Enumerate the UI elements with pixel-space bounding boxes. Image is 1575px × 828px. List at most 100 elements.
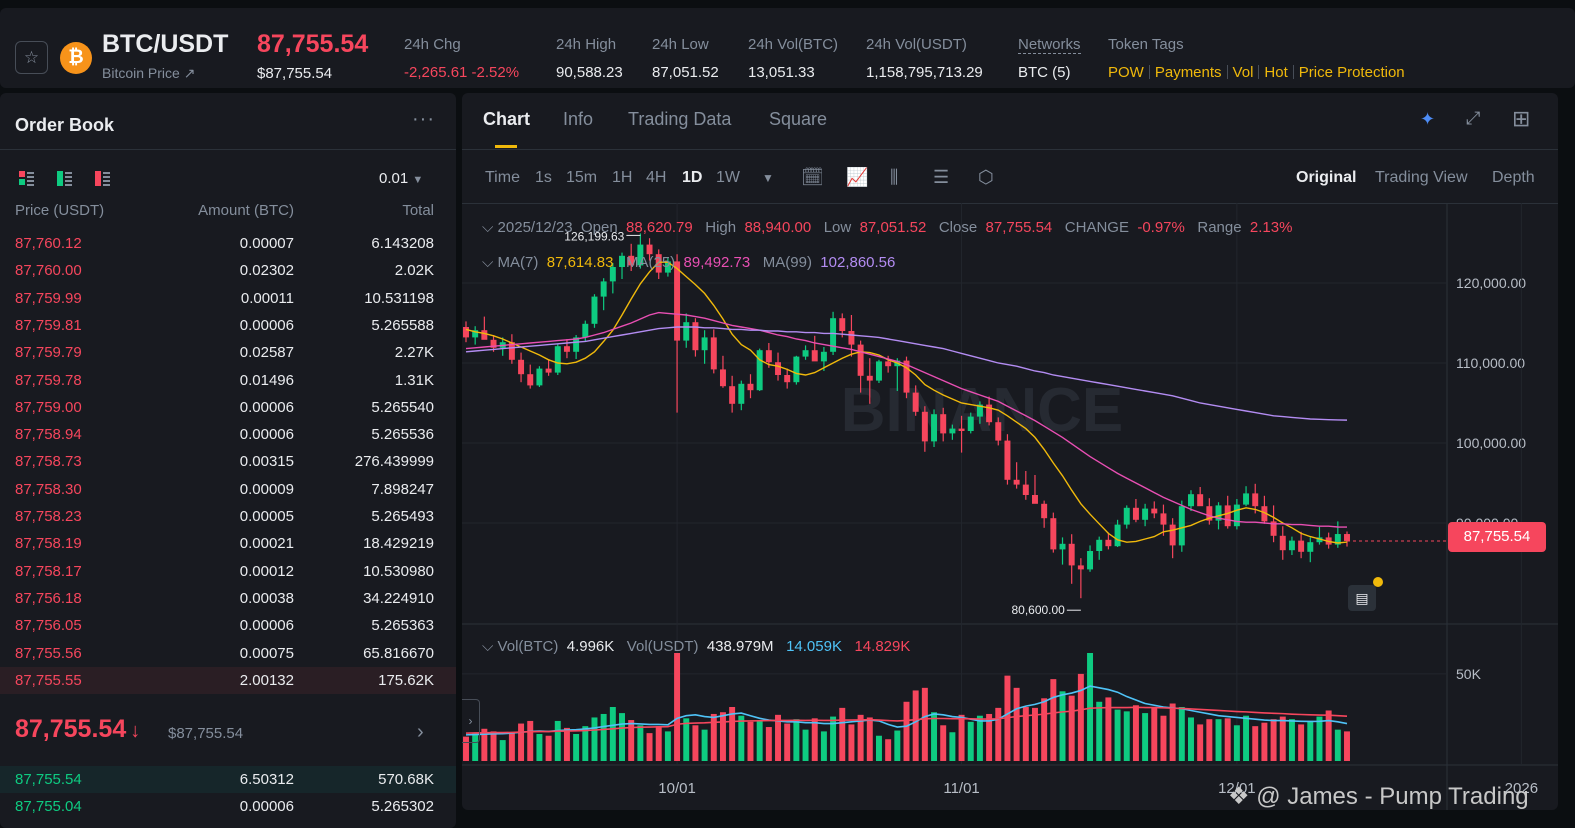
- view-asks-icon[interactable]: [95, 171, 110, 186]
- tab-chart[interactable]: Chart: [483, 109, 531, 129]
- ask-row[interactable]: 87,759.81 0.00006 5.265588: [0, 312, 456, 339]
- volume-bar: [683, 718, 690, 761]
- ask-row[interactable]: 87,758.19 0.00021 18.429219: [0, 530, 456, 557]
- candle-body: [921, 411, 928, 442]
- timeframe-1h[interactable]: 1H: [612, 169, 633, 186]
- tag-price-protection[interactable]: Price Protection: [1298, 64, 1405, 81]
- candle-body: [738, 383, 745, 404]
- ask-total: 2.27K: [394, 344, 434, 362]
- ask-row[interactable]: 87,759.00 0.00006 5.265540: [0, 394, 456, 421]
- ask-row[interactable]: 87,758.73 0.00315 276.439999: [0, 448, 456, 475]
- volume-bar: [1215, 719, 1222, 761]
- volume-bar: [1261, 722, 1268, 761]
- tab-trading-data[interactable]: Trading Data: [628, 109, 732, 129]
- stat-label: 24h Low: [652, 36, 709, 53]
- ask-total: 10.530980: [363, 562, 434, 580]
- ask-row[interactable]: 87,760.00 0.02302 2.02K: [0, 257, 456, 284]
- tag-vol[interactable]: Vol: [1232, 64, 1254, 81]
- vol-tick-label: 50K: [1456, 666, 1482, 682]
- coin-price-link[interactable]: Bitcoin Price ↗: [102, 65, 195, 82]
- price-chart[interactable]: BINANCE120,000.00110,000.00100,000.0090,…: [462, 93, 1558, 810]
- stat-value: 90,588.23: [556, 64, 623, 81]
- indicator-chart-icon[interactable]: 📈: [846, 167, 869, 187]
- candle-body: [600, 281, 607, 297]
- ask-price: 87,756.05: [15, 617, 82, 635]
- chevron-down-icon[interactable]: ⌵: [482, 638, 494, 655]
- volume-bar: [463, 736, 469, 761]
- timeframe-15m[interactable]: 15m: [566, 169, 598, 186]
- view-trading-view[interactable]: Trading View: [1375, 169, 1468, 186]
- ask-row[interactable]: 87,756.05 0.00006 5.265363: [0, 612, 456, 639]
- tag-pow[interactable]: POW: [1108, 64, 1144, 81]
- candle-body: [986, 404, 993, 423]
- bid-price: 87,755.04: [15, 798, 82, 816]
- timeframe-1s[interactable]: 1s: [535, 169, 552, 186]
- ask-amount: 0.00007: [239, 235, 294, 252]
- chevron-down-icon[interactable]: ⌵: [482, 254, 494, 271]
- timeframe-1d[interactable]: 1D: [682, 169, 703, 186]
- ask-row[interactable]: 87,756.18 0.00038 34.224910: [0, 585, 456, 612]
- tag-hot[interactable]: Hot: [1264, 64, 1288, 81]
- volume-bar: [582, 726, 589, 761]
- volume-bar: [894, 730, 901, 761]
- ma-line: [465, 261, 1348, 544]
- ask-row[interactable]: 87,755.56 0.00075 65.816670: [0, 640, 456, 667]
- calendar-icon[interactable]: 🗓: [801, 167, 824, 187]
- view-both-icon[interactable]: [19, 171, 34, 186]
- chevron-right-icon[interactable]: ›: [417, 721, 424, 743]
- ask-row[interactable]: 87,760.12 0.00007 6.143208: [0, 230, 456, 257]
- bid-row[interactable]: 87,755.04 0.00006 5.265302: [0, 793, 456, 820]
- ask-row[interactable]: 87,759.99 0.00011 10.531198: [0, 285, 456, 312]
- vol-ma-slow-value: 14.829K: [854, 638, 911, 655]
- view-bids-icon[interactable]: [57, 171, 72, 186]
- volume-bar: [1178, 707, 1185, 761]
- timeframe-dropdown-icon[interactable]: ▼: [762, 171, 774, 185]
- volume-bar: [875, 735, 882, 761]
- ask-total: 175.62K: [378, 671, 434, 689]
- ask-row[interactable]: 87,759.79 0.02587 2.27K: [0, 339, 456, 366]
- view-depth[interactable]: Depth: [1492, 169, 1535, 186]
- timeframe-time[interactable]: Time: [485, 169, 520, 186]
- ask-row[interactable]: 87,758.17 0.00012 10.530980: [0, 558, 456, 585]
- ma-line: [465, 326, 1348, 421]
- ask-row[interactable]: 87,755.55 2.00132 175.62K: [0, 666, 456, 694]
- candle-body: [563, 346, 570, 352]
- ask-total: 6.143208: [371, 235, 434, 252]
- hexagon-settings-icon[interactable]: ⬡: [978, 167, 994, 187]
- layout-grid-icon[interactable]: ⊞: [1512, 106, 1531, 131]
- ask-row[interactable]: 87,758.94 0.00006 5.265536: [0, 421, 456, 448]
- order-overlay-icon[interactable]: ▤: [1348, 585, 1376, 611]
- ask-row[interactable]: 87,758.23 0.00005 5.265493: [0, 503, 456, 530]
- ai-sparkle-icon[interactable]: ✦: [1420, 109, 1436, 129]
- tab-square[interactable]: Square: [769, 109, 828, 129]
- timeframe-1w[interactable]: 1W: [716, 169, 740, 186]
- candle-body: [1132, 507, 1139, 520]
- candle-type-icon[interactable]: ⫼: [890, 167, 899, 187]
- ask-row[interactable]: 87,758.30 0.00009 7.898247: [0, 476, 456, 503]
- ask-row[interactable]: 87,759.78 0.01496 1.31K: [0, 367, 456, 394]
- volume-bar: [756, 720, 763, 761]
- chart-settings-icon[interactable]: ☰: [933, 167, 950, 187]
- caret-down-icon: ▼: [412, 174, 424, 186]
- more-options-icon[interactable]: ···: [412, 108, 435, 130]
- candle-body: [619, 255, 625, 267]
- volume-bar: [646, 733, 653, 761]
- view-original[interactable]: Original: [1296, 169, 1357, 186]
- bid-row[interactable]: 87,755.54 6.50312 570.68K: [0, 766, 456, 793]
- y-tick-label: 110,000.00: [1456, 355, 1525, 371]
- tab-info[interactable]: Info: [563, 109, 594, 129]
- timeframe-4h[interactable]: 4H: [646, 169, 667, 186]
- stat-networks[interactable]: Networks BTC (5): [1018, 36, 1081, 81]
- favorite-star-icon[interactable]: ☆: [15, 41, 48, 74]
- pair-name[interactable]: BTC/USDT: [102, 30, 229, 58]
- fullscreen-icon[interactable]: ⤢: [1466, 108, 1481, 128]
- candle-body: [1105, 539, 1112, 547]
- volume-bar: [1013, 687, 1020, 761]
- expand-left-icon[interactable]: ›: [462, 699, 480, 743]
- volume-bar: [903, 701, 910, 761]
- precision-select[interactable]: 0.01 ▼: [379, 170, 423, 187]
- tag-payments[interactable]: Payments: [1154, 64, 1222, 81]
- chevron-down-icon[interactable]: ⌵: [482, 219, 494, 236]
- volume-bar: [1334, 729, 1341, 761]
- volume-bar: [967, 721, 974, 761]
